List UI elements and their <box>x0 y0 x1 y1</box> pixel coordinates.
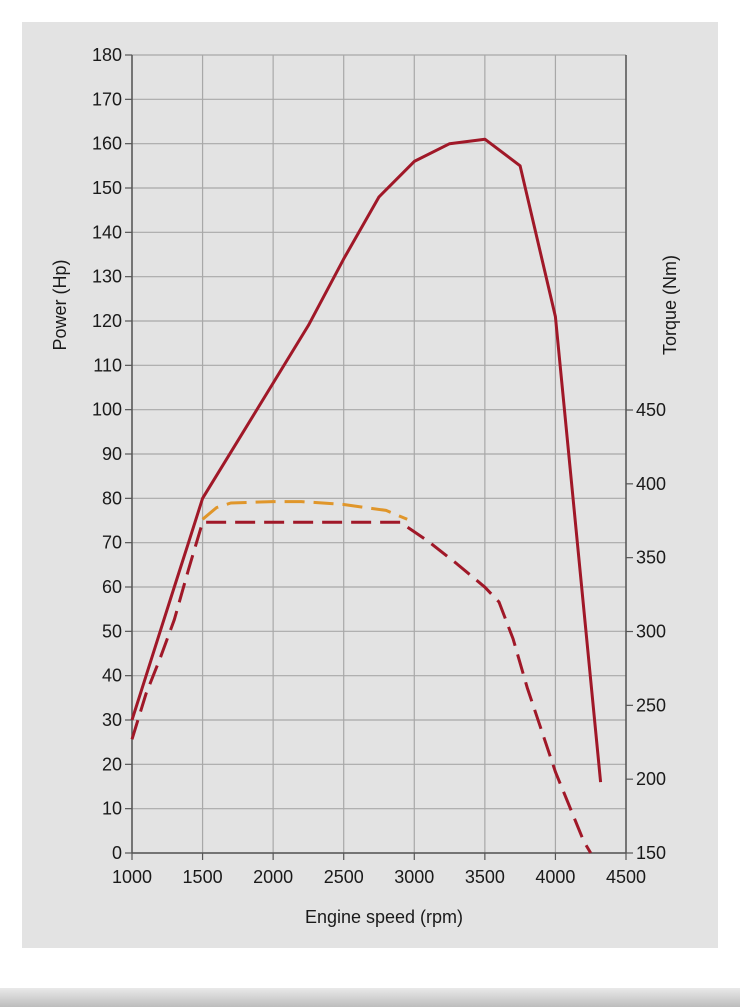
x-tick-label: 1500 <box>183 867 223 887</box>
y2-tick-label: 450 <box>636 400 666 420</box>
y-tick-label: 110 <box>93 355 122 375</box>
power-curve <box>130 137 603 783</box>
y2-tick-label: 150 <box>636 843 666 863</box>
y-tick-label: 30 <box>102 710 122 730</box>
x-tick-label: 1000 <box>112 867 152 887</box>
torque-curve-boost <box>201 500 408 521</box>
y-tick-label: 60 <box>102 577 122 597</box>
y-axis-title: Power (Hp) <box>50 259 70 350</box>
y2-axis-title: Torque (Nm) <box>660 255 680 355</box>
y-tick-label: 170 <box>92 89 122 109</box>
y2-tick-label: 400 <box>636 474 666 494</box>
y2-tick-label: 350 <box>636 548 666 568</box>
x-tick-label: 4500 <box>606 867 646 887</box>
x-axis-title: Engine speed (rpm) <box>305 907 463 927</box>
bottom-strip <box>0 988 740 1007</box>
y-tick-label: 90 <box>102 444 122 464</box>
y2-tick-label: 300 <box>636 622 666 642</box>
x-tick-label: 3000 <box>394 867 434 887</box>
y-tick-label: 40 <box>102 666 122 686</box>
y-tick-label: 70 <box>102 533 122 553</box>
y2-tick-label: 250 <box>636 695 666 715</box>
y-tick-label: 80 <box>102 488 122 508</box>
y-tick-label: 150 <box>92 178 122 198</box>
x-tick-label: 3500 <box>465 867 505 887</box>
x-tick-label: 2000 <box>253 867 293 887</box>
x-tick-label: 4000 <box>535 867 575 887</box>
series-layer <box>130 137 603 854</box>
labels: 0 10 20 30 40 50 60 70 80 90 100 110 120 130 140 150 160… <box>92 45 666 887</box>
grid <box>131 54 627 854</box>
y-tick-label: 10 <box>102 799 122 819</box>
y-tick-label: 0 <box>112 843 122 863</box>
y2-tick-label: 200 <box>636 769 666 789</box>
torque-curve <box>130 520 592 854</box>
x-tick-label: 2500 <box>324 867 364 887</box>
y-tick-label: 160 <box>92 134 122 154</box>
y-tick-label: 180 <box>92 45 122 65</box>
y-tick-label: 130 <box>92 267 122 287</box>
y-tick-label: 50 <box>102 621 122 641</box>
y-tick-label: 20 <box>102 754 122 774</box>
y-tick-label: 120 <box>92 311 122 331</box>
y-tick-label: 100 <box>92 400 122 420</box>
y-tick-label: 140 <box>92 222 122 242</box>
